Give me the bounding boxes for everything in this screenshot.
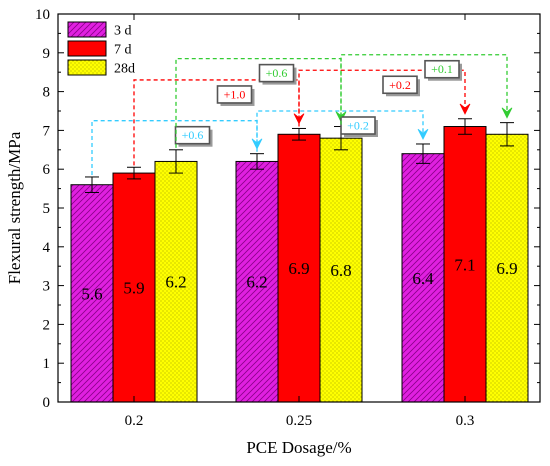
annotations-layer: +0.6 +1.0 +0.6 +0.2 +0.2 +0.1 [91, 54, 513, 176]
annotation-2-1: +0.1 [340, 54, 513, 125]
y-tick-label: 3 [43, 279, 51, 295]
annotation-1-1: +0.2 [298, 69, 471, 127]
value-label: 6.9 [288, 259, 309, 278]
annotation-2-0: +0.6 [175, 57, 347, 148]
error-bar [250, 153, 264, 170]
y-tick-label: 10 [35, 7, 50, 23]
y-tick-label: 7 [43, 123, 51, 139]
bars-layer [70, 126, 529, 403]
y-tick-label: 8 [43, 85, 51, 101]
y-tick-label: 0 [43, 395, 51, 411]
x-tick-label: 0.25 [286, 413, 312, 429]
legend-swatch [67, 21, 107, 38]
annotation-0-1: +0.2 [256, 110, 429, 152]
error-bar [416, 143, 430, 164]
legend-item: 3 d [67, 21, 132, 39]
annotation-box [258, 63, 295, 83]
bar-7d-0.2 [112, 172, 156, 403]
annotation-line [298, 69, 466, 127]
annotation-line [133, 79, 300, 166]
annotation-label: +0.6 [182, 128, 204, 142]
annotation-label: +0.1 [431, 62, 453, 76]
y-tick-label: 2 [43, 317, 51, 333]
annotation-arrowhead [459, 103, 471, 115]
value-label: 6.9 [496, 259, 517, 278]
annotation-label: +1.0 [224, 87, 246, 101]
bar-7d-0.3 [443, 126, 487, 403]
legend: 3 d 7 d 28d [67, 21, 135, 77]
y-tick-label: 9 [43, 46, 51, 62]
annotation-line [175, 57, 342, 148]
annotation-box [216, 85, 253, 104]
annotation-box [382, 75, 418, 95]
legend-label: 28d [114, 62, 135, 77]
error-bar [169, 149, 183, 174]
y-tick-label: 1 [43, 356, 51, 372]
error-bar [85, 176, 99, 193]
value-labels-layer: 5.6 6.2 6.4 5.9 6.9 7.1 6.2 6.8 6.9 [81, 255, 517, 303]
value-label: 7.1 [454, 255, 475, 274]
annotation-box [424, 59, 460, 79]
legend-item: 7 d [67, 40, 132, 58]
legend-swatch [67, 59, 107, 76]
y-tick-label: 5 [43, 201, 51, 217]
legend-swatch [67, 40, 107, 57]
value-label: 6.4 [412, 269, 434, 288]
x-axis-label: PCE Dosage/% [246, 438, 351, 457]
y-tick-label: 6 [43, 162, 51, 178]
ticks-layer: 0 1 2 3 4 5 6 7 8 9 10 0.2 0.25 0.3 [35, 7, 540, 429]
value-label: 5.6 [81, 284, 102, 303]
annotation-arrowhead [501, 107, 513, 119]
bar-3d-0.2 [70, 184, 114, 403]
annotation-arrowhead [417, 128, 429, 141]
x-tick-label: 0.2 [125, 413, 144, 429]
annotation-label: +0.2 [347, 119, 369, 133]
value-label: 6.8 [330, 261, 351, 280]
value-label: 6.2 [246, 273, 267, 292]
value-label: 6.2 [165, 273, 186, 292]
y-tick-label: 4 [43, 240, 51, 256]
annotation-box [174, 125, 211, 145]
error-bar [292, 127, 306, 141]
error-bar [458, 118, 472, 135]
error-bar [500, 122, 514, 147]
value-label: 5.9 [123, 279, 144, 298]
bar-28d-0.25 [319, 137, 363, 403]
annotation-line [256, 110, 424, 152]
legend-item: 28d [67, 59, 135, 77]
legend-label: 3 d [114, 24, 132, 39]
x-tick-label: 0.3 [456, 413, 475, 429]
annotation-box [340, 116, 376, 135]
bar-7d-0.25 [277, 133, 321, 403]
annotation-0-0: +0.6 [91, 120, 263, 176]
y-axis-label: Flexural strength/MPa [5, 131, 24, 284]
error-bar [127, 166, 141, 180]
legend-label: 7 d [114, 43, 132, 58]
bar-3d-0.25 [235, 160, 279, 403]
annotation-1-0: +1.0 [133, 79, 305, 166]
annotation-label: +0.2 [389, 78, 411, 92]
annotation-label: +0.6 [266, 66, 288, 80]
annotation-line [340, 54, 508, 125]
